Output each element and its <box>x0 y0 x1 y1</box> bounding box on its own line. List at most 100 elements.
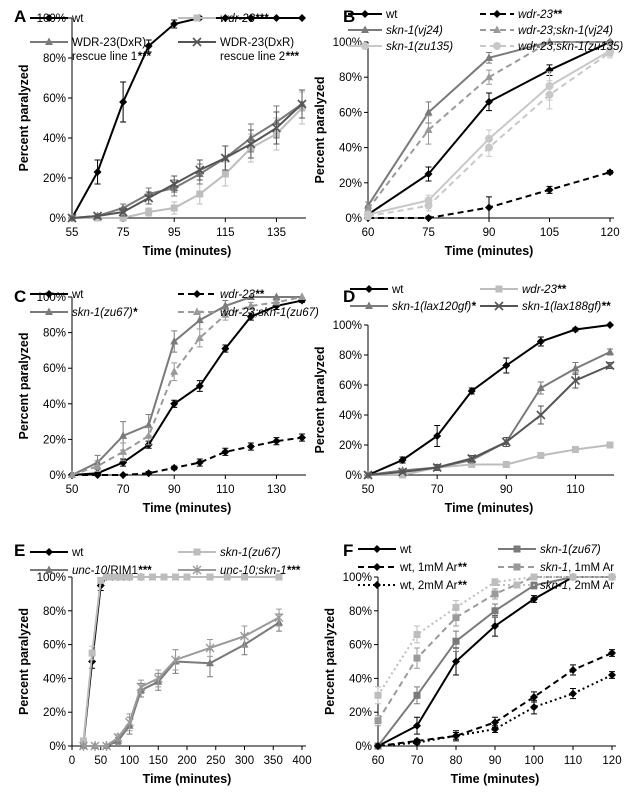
data-point <box>119 447 128 455</box>
data-point <box>545 185 554 194</box>
data-point <box>433 432 442 440</box>
data-point <box>398 456 407 464</box>
data-point <box>93 471 102 479</box>
legend-label: wdr-23;skn-1(vj24) <box>518 25 613 37</box>
legend-swatch-marker <box>513 563 521 571</box>
data-point <box>374 691 382 699</box>
data-point <box>571 364 580 372</box>
legend-swatch-marker <box>365 285 373 293</box>
legend-swatch-marker <box>193 548 201 556</box>
data-point <box>467 387 476 395</box>
data-point <box>413 691 421 699</box>
legend-label-sub: rescue line 2*** <box>220 51 299 63</box>
data-point <box>502 461 510 468</box>
legend: wt wdr-23** skn-1(zu67)* wdr-23;skn-1(zu67) <box>30 289 319 319</box>
y-axis-title: Percent paralyzed <box>313 77 327 184</box>
data-point <box>530 692 538 701</box>
legend-label: skn-1, 1mM Ar <box>540 562 614 574</box>
data-point <box>413 738 421 747</box>
data-point <box>569 573 577 581</box>
data-point <box>398 467 408 477</box>
legend-label: WDR-23(DxR) <box>220 37 294 49</box>
series-line <box>83 616 280 747</box>
data-point <box>206 573 214 581</box>
data-point <box>240 631 249 642</box>
legend-label: wt, 1mM Ar** <box>399 562 467 574</box>
legend-entry: skn-1(vj24) <box>348 25 443 37</box>
legend-swatch-marker <box>373 545 381 553</box>
data-point <box>119 471 128 479</box>
data-point <box>170 204 178 212</box>
legend-entry: wt, 2mM Ar** <box>358 580 467 592</box>
series-6 <box>364 46 614 221</box>
y-axis-title: Percent paralyzed <box>17 333 31 440</box>
data-point <box>374 742 382 750</box>
data-point <box>195 165 205 175</box>
x-tick-label: 300 <box>235 755 254 767</box>
data-point <box>491 590 499 598</box>
x-tick-label: 75 <box>117 227 130 239</box>
legend: wt wdr-23** skn-1(vj24) wdr-23;skn-1(vj24) s… <box>348 9 623 53</box>
data-point <box>608 671 616 680</box>
series-line <box>367 41 610 207</box>
legend-swatch-marker <box>495 285 503 293</box>
legend-label: wdr-23** <box>522 284 566 296</box>
data-point <box>145 208 153 216</box>
data-point <box>136 681 146 692</box>
data-point <box>536 410 546 420</box>
data-point <box>530 703 538 712</box>
data-point <box>545 90 554 99</box>
series-line <box>368 444 611 476</box>
series-line <box>367 41 610 210</box>
legend-entry: wdr-23** <box>178 289 264 301</box>
data-point <box>144 469 153 478</box>
series-5 <box>374 671 616 750</box>
data-point <box>608 649 616 658</box>
data-point <box>502 361 511 370</box>
data-point <box>183 573 191 581</box>
x-axis-title: Time (minutes) <box>445 244 534 258</box>
x-tick-label: 110 <box>564 755 582 767</box>
data-point <box>569 665 577 674</box>
data-point <box>569 689 577 698</box>
series-3 <box>374 649 616 750</box>
data-point <box>274 612 284 623</box>
x-tick-label: 110 <box>566 484 584 496</box>
x-tick-label: 80 <box>450 755 463 767</box>
data-point <box>272 437 281 446</box>
x-tick-label: 75 <box>422 227 435 239</box>
x-tick-label: 400 <box>292 755 311 767</box>
legend-label: skn-1(lax188gf)** <box>522 301 611 313</box>
legend-swatch-marker <box>192 565 202 575</box>
data-point <box>606 168 614 177</box>
y-tick-label: 0% <box>345 470 362 482</box>
panel-f: F 0% 20% 40% 60% 80% 100% 60 70 80 90 100 110 120 Time… <box>323 541 622 786</box>
data-point <box>206 658 214 667</box>
legend-swatch-marker <box>361 10 369 18</box>
legend-entry: skn-1(zu67) <box>498 544 601 556</box>
y-tick-label: 100% <box>333 37 362 49</box>
y-tick-label: 20% <box>43 707 66 719</box>
panel-letter: A <box>14 7 26 26</box>
x-tick-label: 70 <box>431 484 444 496</box>
data-point <box>80 737 87 745</box>
data-point <box>172 573 179 581</box>
data-point <box>119 431 128 439</box>
x-tick-label: 150 <box>149 755 168 767</box>
legend-label: wdr-23;skn-1(zu135) <box>518 41 623 53</box>
legend-swatch-marker <box>513 545 521 553</box>
data-point <box>272 292 281 300</box>
y-axis-title: Percent paralyzed <box>17 65 31 172</box>
legend-label: skn-1(zu67) <box>540 544 601 556</box>
x-axis-title: Time (minutes) <box>143 501 232 515</box>
legend-swatch-marker <box>45 14 53 22</box>
data-point <box>298 292 306 300</box>
panel-letter: D <box>343 287 355 306</box>
data-point <box>68 470 76 478</box>
x-axis-title: Time (minutes) <box>143 244 232 258</box>
panel-letter: F <box>343 541 353 560</box>
series-line <box>71 299 303 476</box>
x-tick-label: 95 <box>168 227 181 239</box>
x-tick-label: 55 <box>66 227 79 239</box>
legend-entry: skn-1(lax188gf)** <box>480 301 611 313</box>
